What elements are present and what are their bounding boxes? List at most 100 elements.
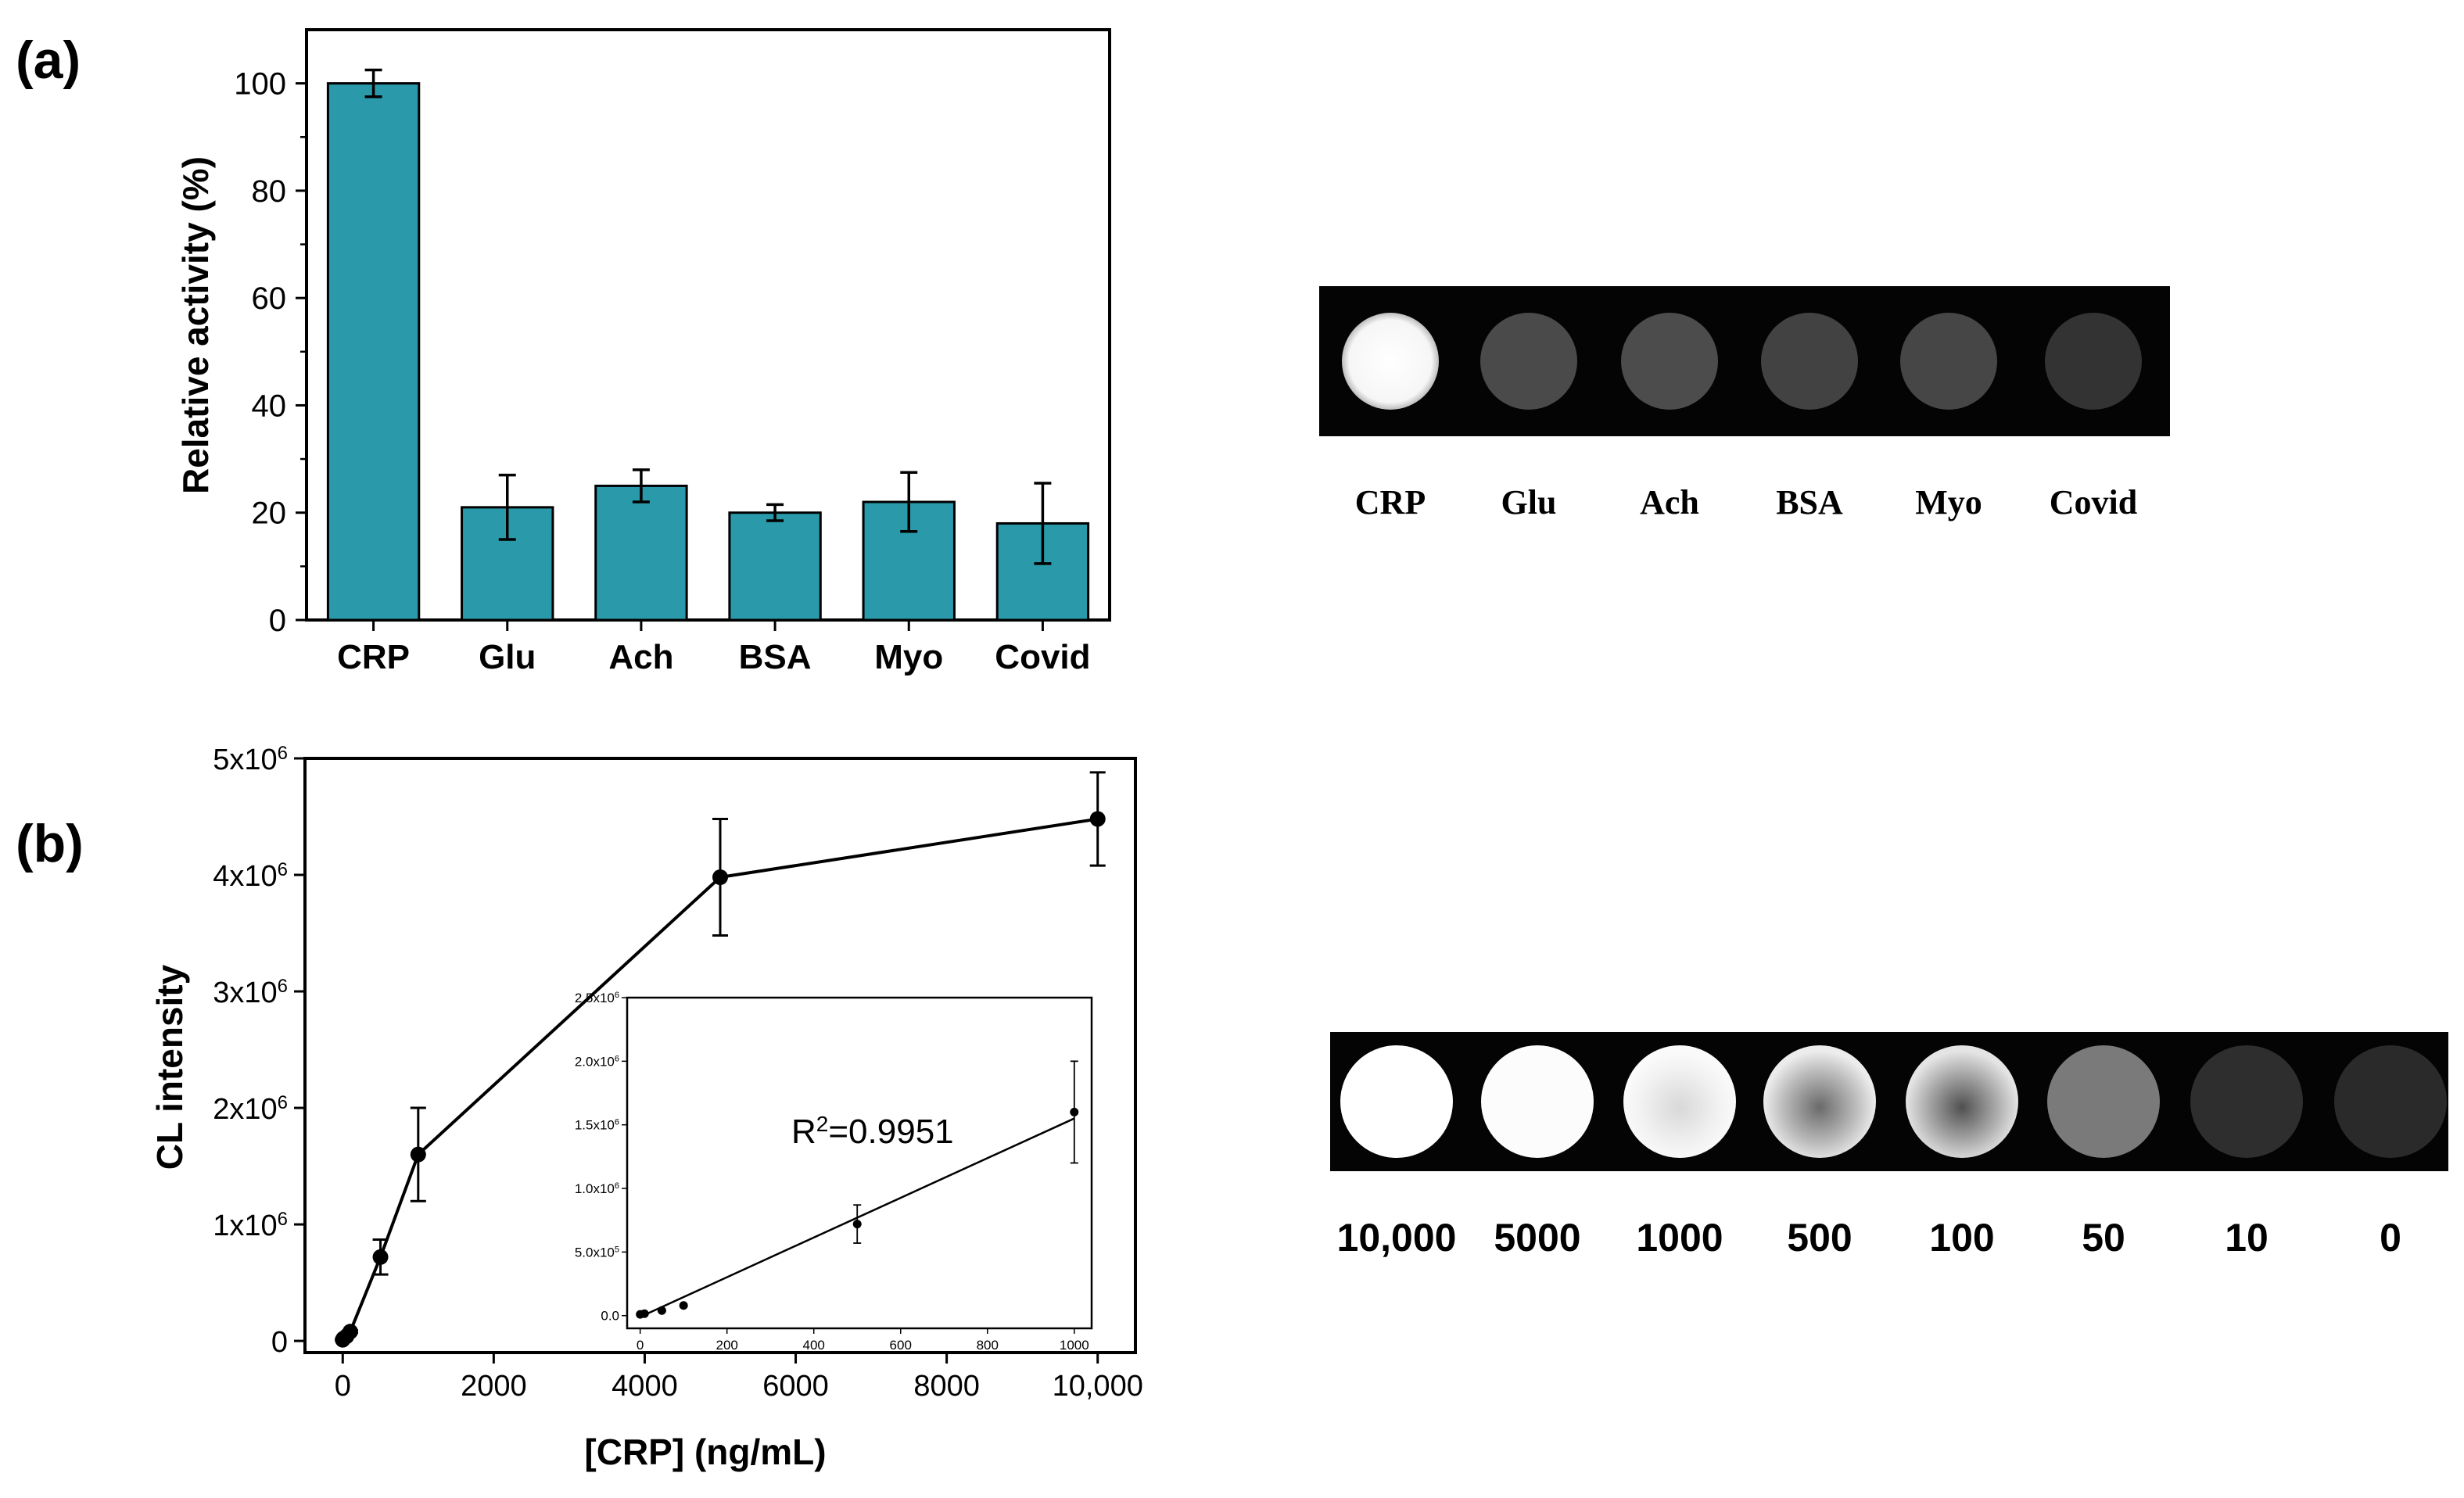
well-conc-5000 <box>1481 1045 1594 1158</box>
y-tick-label-b: 3x106 <box>213 976 288 1010</box>
y-tick-label-b: 2x106 <box>213 1092 288 1127</box>
well-conc-label: 0 <box>2380 1216 2401 1260</box>
inset-data-point <box>1070 1107 1079 1116</box>
inset-x-tick-label: 1000 <box>1060 1338 1089 1353</box>
plot-frame-b <box>303 757 1137 1354</box>
x-tick-label-b: 0 <box>335 1370 351 1403</box>
x-tick-label-b: 6000 <box>762 1370 829 1403</box>
inset-chart: 0.0 5.0x105 1.0x106 1.5x106 2.0x106 2.5x106 0… <box>575 991 1093 1353</box>
bar-bsa <box>728 511 822 622</box>
data-point-b <box>410 1146 426 1163</box>
y-tick-label-b: 0 <box>271 1326 288 1359</box>
well-label-myo: Myo <box>1915 483 1982 521</box>
inset-data-point <box>679 1301 688 1310</box>
inset-x-tick-label: 0 <box>637 1338 644 1353</box>
inset-data-point <box>657 1306 666 1315</box>
inset-x-axis-ticks: 0 200 400 600 800 1000 <box>637 1328 1089 1353</box>
error-bar-covid <box>1034 482 1052 565</box>
x-tick-label-b: 2000 <box>461 1370 527 1403</box>
well-image-b: 10,000 5000 1000 500 100 50 10 0 <box>1330 1032 2448 1260</box>
x-tick-label-a-glu: Glu <box>479 638 536 676</box>
well-label-bsa: BSA <box>1776 483 1843 521</box>
error-bar-crp <box>364 68 382 99</box>
well-conc-1000 <box>1623 1045 1736 1158</box>
panel-label-a: (a) <box>16 30 81 90</box>
x-axis-title-b: [CRP] (ng/mL) <box>584 1432 826 1472</box>
well-glu <box>1480 313 1577 410</box>
series-b <box>335 771 1106 1348</box>
data-point-b <box>372 1249 389 1265</box>
r-squared-annotation: R2=0.9951 <box>791 1112 954 1152</box>
bars-a <box>326 68 1090 622</box>
y-tick-label-b: 4x106 <box>213 859 288 894</box>
y-axis-ticks-a: 0 20 40 60 80 100 <box>234 67 307 638</box>
x-axis-ticks-a: CRP Glu Ach BSA Myo Covid <box>337 620 1091 676</box>
well-conc-label: 1000 <box>1636 1216 1723 1260</box>
well-label-ach: Ach <box>1640 483 1699 521</box>
well-conc-label: 5000 <box>1494 1216 1580 1260</box>
error-bar-myo <box>900 471 918 533</box>
data-point-b <box>712 869 728 885</box>
inset-y-axis-ticks: 0.0 5.0x105 1.0x106 1.5x106 2.0x106 2.5x106 <box>575 991 627 1324</box>
well-covid <box>2045 313 2142 410</box>
x-tick-label-a-ach: Ach <box>608 638 673 676</box>
inset-data-point <box>852 1220 862 1229</box>
x-tick-label-a-covid: Covid <box>995 638 1090 676</box>
y-tick-label-a: 40 <box>252 389 287 423</box>
well-conc-label: 100 <box>1929 1216 1994 1260</box>
well-image-a: CRP Glu Ach BSA Myo Covid <box>1319 286 2170 521</box>
inset-series <box>636 1060 1079 1319</box>
inset-y-tick-label: 2.0x106 <box>575 1054 619 1069</box>
error-bar-glu <box>498 473 516 541</box>
wells-a <box>1342 313 2142 410</box>
bar-ach <box>594 484 688 622</box>
well-crp <box>1342 313 1439 410</box>
well-ach <box>1621 313 1718 410</box>
data-point-b <box>342 1324 358 1340</box>
bar-crp <box>326 82 421 622</box>
panel-label-b: (b) <box>16 814 84 873</box>
well-conc-50 <box>2047 1045 2160 1158</box>
well-labels-b: 10,000 5000 1000 500 100 50 10 0 <box>1337 1216 2401 1260</box>
well-conc-500 <box>1763 1045 1876 1158</box>
inset-x-tick-label: 200 <box>716 1338 737 1353</box>
well-label-glu: Glu <box>1501 483 1557 521</box>
inset-y-tick-label: 5.0x105 <box>575 1245 619 1260</box>
inset-y-tick-label: 0.0 <box>601 1309 619 1324</box>
y-axis-ticks-b: 0 1x106 2x106 3x106 4x106 5x106 <box>213 743 305 1359</box>
y-tick-label-a: 20 <box>252 496 287 531</box>
r-squared-value: =0.9951 <box>828 1113 953 1151</box>
x-tick-label-a-bsa: BSA <box>739 638 812 676</box>
x-tick-label-a-myo: Myo <box>874 638 943 676</box>
well-label-crp: CRP <box>1355 483 1426 521</box>
well-conc-100 <box>1906 1045 2018 1158</box>
wells-b <box>1340 1045 2447 1158</box>
well-label-covid: Covid <box>2050 483 2137 521</box>
y-axis-title-b: CL intensity <box>149 964 190 1170</box>
y-tick-label-a: 60 <box>252 281 287 316</box>
plot-frame-a <box>305 28 1111 622</box>
well-bsa <box>1761 313 1858 410</box>
error-bar-ach <box>632 468 650 504</box>
data-point-b <box>1089 811 1106 827</box>
well-conc-10000 <box>1340 1045 1453 1158</box>
y-axis-title-a: Relative activity (%) <box>175 156 216 494</box>
y-tick-label-b: 5x106 <box>213 743 288 777</box>
x-tick-label-b: 8000 <box>913 1370 980 1403</box>
well-conc-label: 10 <box>2225 1216 2269 1260</box>
bar-chart-a: 0 20 40 60 80 100 CRP Glu Ach BSA Myo Covid Relati… <box>175 28 1111 676</box>
inset-x-tick-label: 400 <box>803 1338 825 1353</box>
well-labels-a: CRP Glu Ach BSA Myo Covid <box>1355 483 2137 521</box>
inset-x-tick-label: 600 <box>890 1338 912 1353</box>
inset-x-tick-label: 800 <box>977 1338 999 1353</box>
x-axis-ticks-b: 0 2000 4000 6000 8000 10,000 <box>335 1353 1143 1403</box>
y-tick-label-b: 1x106 <box>213 1209 288 1243</box>
inset-y-tick-label: 1.5x106 <box>575 1118 619 1133</box>
well-conc-10 <box>2190 1045 2303 1158</box>
inset-y-tick-label: 1.0x106 <box>575 1181 619 1196</box>
inset-y-tick-label: 2.5x106 <box>575 991 619 1005</box>
r-squared-base: R <box>791 1113 816 1151</box>
r-squared-sup: 2 <box>816 1112 829 1136</box>
well-myo <box>1900 313 1997 410</box>
